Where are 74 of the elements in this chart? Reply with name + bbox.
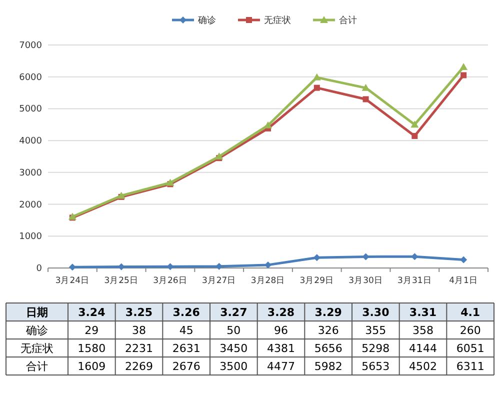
data-label: 29 bbox=[84, 324, 99, 337]
text: 3.28 bbox=[267, 306, 295, 319]
data-label: 4381 bbox=[267, 342, 295, 355]
y-tick-label: 1000 bbox=[19, 232, 42, 242]
data-label: 4477 bbox=[267, 360, 295, 373]
data-label: 5298 bbox=[362, 342, 390, 355]
text: 3.29 bbox=[314, 306, 342, 319]
y-tick-label: 6000 bbox=[19, 72, 42, 83]
y-tick-label: 7000 bbox=[19, 41, 42, 51]
text: 无症状 bbox=[20, 342, 54, 355]
y-tick-label: 2000 bbox=[19, 200, 42, 210]
text: 3.27 bbox=[220, 306, 248, 319]
text: 合计 bbox=[26, 360, 48, 373]
data-label: 4144 bbox=[409, 342, 437, 355]
text: 3.26 bbox=[172, 306, 200, 319]
point bbox=[410, 120, 419, 128]
x-tick-label: 3月31日 bbox=[398, 276, 432, 286]
legend-label: 确诊 bbox=[197, 15, 216, 26]
point bbox=[460, 62, 468, 70]
point bbox=[313, 254, 320, 262]
point bbox=[460, 72, 467, 78]
x-tick-label: 3月28日 bbox=[250, 276, 286, 286]
text: 4.1 bbox=[460, 306, 480, 319]
data-label: 3450 bbox=[220, 342, 248, 355]
data-label: 326 bbox=[318, 324, 339, 337]
x-tick-label: 3月26日 bbox=[153, 276, 188, 286]
text: 日期 bbox=[26, 306, 48, 319]
data-label: 355 bbox=[365, 324, 386, 337]
data-label: 6311 bbox=[456, 360, 484, 373]
y-tick-label: 0 bbox=[36, 264, 42, 274]
y-tick-label: 3000 bbox=[19, 168, 42, 178]
point bbox=[68, 264, 76, 271]
text: 3.24 bbox=[78, 306, 106, 319]
point bbox=[411, 253, 418, 260]
data-label: 96 bbox=[274, 324, 288, 337]
data-label: 45 bbox=[179, 324, 194, 337]
point bbox=[312, 73, 321, 80]
legend-label: 合计 bbox=[339, 15, 357, 26]
point bbox=[362, 96, 369, 102]
point bbox=[412, 132, 418, 139]
text: 3.25 bbox=[125, 306, 153, 319]
data-label: 5656 bbox=[314, 342, 342, 355]
point bbox=[215, 152, 224, 160]
x-tick-label: 3月30日 bbox=[348, 276, 383, 286]
text: 3.30 bbox=[362, 306, 390, 319]
legend-label: 无症状 bbox=[264, 15, 291, 26]
data-label: 260 bbox=[460, 324, 481, 337]
data-label: 50 bbox=[226, 324, 241, 337]
point bbox=[264, 261, 272, 268]
data-label: 358 bbox=[412, 324, 434, 337]
data-label: 6051 bbox=[456, 342, 484, 355]
y-tick-label: 4000 bbox=[19, 136, 42, 147]
data-label: 1609 bbox=[78, 360, 106, 373]
data-label: 1580 bbox=[78, 342, 106, 355]
text: 确诊 bbox=[26, 324, 48, 337]
data-label: 4502 bbox=[409, 360, 437, 373]
data-label: 5982 bbox=[314, 360, 342, 373]
x-tick-label: 3月27日 bbox=[202, 276, 236, 286]
point bbox=[314, 84, 320, 91]
point bbox=[460, 256, 468, 264]
data-label: 3500 bbox=[220, 360, 248, 373]
data-label: 2676 bbox=[172, 360, 200, 373]
data-label: 5653 bbox=[362, 360, 390, 373]
x-tick-label: 3月29日 bbox=[300, 276, 334, 286]
data-label: 2231 bbox=[125, 342, 153, 355]
x-tick-label: 3月24日 bbox=[55, 276, 90, 286]
text: 3.31 bbox=[409, 306, 437, 319]
y-tick-label: 5000 bbox=[19, 104, 42, 115]
point bbox=[166, 178, 174, 186]
x-tick-label: 4月1日 bbox=[449, 276, 478, 286]
x-tick-label: 3月25日 bbox=[104, 276, 138, 286]
data-label: 2269 bbox=[125, 360, 153, 373]
data-label: 38 bbox=[132, 324, 146, 337]
data-label: 2631 bbox=[172, 342, 200, 355]
